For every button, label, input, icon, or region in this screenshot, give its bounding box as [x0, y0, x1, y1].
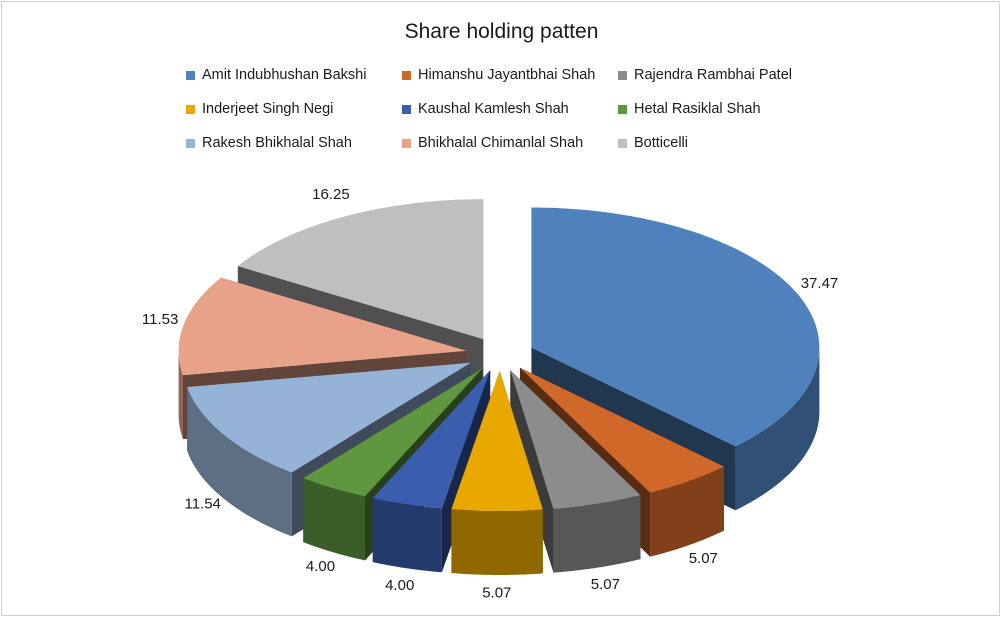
data-label-kaushal-kamlesh-shah: 4.00	[385, 577, 414, 594]
legend-swatch	[186, 104, 195, 114]
legend-label: Himanshu Jayantbhai Shah	[418, 67, 596, 83]
legend-swatch	[402, 138, 411, 148]
data-label-bhikhalal-chimanlal-shah: 11.53	[142, 311, 178, 328]
legend-swatch	[186, 70, 195, 80]
pie-slice-rajendra-rambhai-patel	[510, 370, 641, 573]
legend-label: Botticelli	[634, 135, 688, 151]
legend-item-botticelli: Botticelli	[618, 134, 846, 152]
data-label-amit-indubhushan-bakshi: 37.47	[801, 275, 839, 292]
data-label-hetal-rasiklal-shah: 4.00	[306, 558, 335, 575]
legend-swatch	[402, 104, 411, 114]
data-label-rakesh-bhikhalal-shah: 11.54	[184, 496, 220, 513]
legend-swatch	[618, 138, 627, 148]
data-label-himanshu-jayantbhai-shah: 5.07	[689, 550, 718, 567]
legend-item-rakesh-bhikhalal-shah: Rakesh Bhikhalal Shah	[186, 134, 402, 152]
legend-item-rajendra-rambhai-patel: Rajendra Rambhai Patel	[618, 66, 846, 84]
data-label-botticelli: 16.25	[312, 186, 350, 203]
data-label-rajendra-rambhai-patel: 5.07	[591, 576, 620, 593]
legend-label: Rajendra Rambhai Patel	[634, 67, 792, 83]
legend-item-hetal-rasiklal-shah: Hetal Rasiklal Shah	[618, 100, 846, 118]
legend-item-amit-indubhushan-bakshi: Amit Indubhushan Bakshi	[186, 66, 402, 84]
legend-swatch	[618, 70, 627, 80]
legend-label: Kaushal Kamlesh Shah	[418, 101, 569, 117]
pie-slice-inderjeet-singh-negi	[451, 370, 543, 575]
legend-label: Rakesh Bhikhalal Shah	[202, 135, 352, 151]
data-label-inderjeet-singh-negi: 5.07	[482, 585, 511, 602]
legend-swatch	[618, 104, 627, 114]
legend-label: Hetal Rasiklal Shah	[634, 101, 761, 117]
legend-label: Amit Indubhushan Bakshi	[202, 67, 367, 83]
legend-label: Bhikhalal Chimanlal Shah	[418, 135, 584, 151]
legend: Amit Indubhushan Bakshi Himanshu Jayantbh…	[186, 66, 846, 152]
legend-swatch	[402, 70, 411, 80]
legend-item-bhikhalal-chimanlal-shah: Bhikhalal Chimanlal Shah	[402, 134, 618, 152]
legend-item-inderjeet-singh-negi: Inderjeet Singh Negi	[186, 100, 402, 118]
legend-label: Inderjeet Singh Negi	[202, 101, 334, 117]
legend-item-kaushal-kamlesh-shah: Kaushal Kamlesh Shah	[402, 100, 618, 118]
legend-swatch	[186, 138, 195, 148]
legend-item-himanshu-jayantbhai-shah: Himanshu Jayantbhai Shah	[402, 66, 618, 84]
chart-title: Share holding patten	[404, 20, 599, 43]
